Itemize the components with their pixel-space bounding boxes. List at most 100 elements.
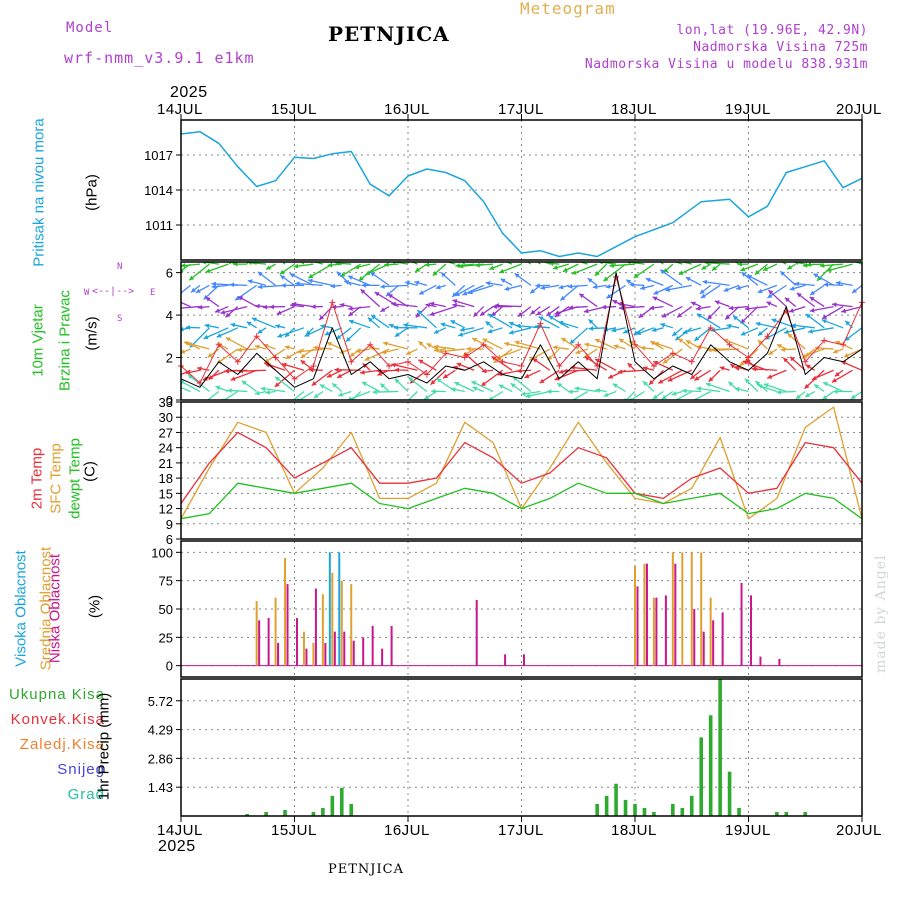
wind-arrow xyxy=(181,305,200,309)
low-cloud-bar xyxy=(381,648,384,666)
wind-arrow-head xyxy=(841,308,847,314)
wind-arrow-head xyxy=(794,281,800,287)
wind-arrow xyxy=(702,280,730,286)
wind-arrow-head xyxy=(494,303,500,308)
wind-arrow-head xyxy=(694,376,700,381)
wind-arrow-head xyxy=(418,359,424,365)
wind-arrow-head xyxy=(595,388,601,393)
wind-arrow-head xyxy=(197,366,202,372)
wind-arrow-head xyxy=(835,340,841,346)
wind-arrow-head xyxy=(265,389,271,395)
wind-arrow-head xyxy=(464,353,470,358)
wind-arrow-head xyxy=(696,313,702,319)
wind-arrow-head xyxy=(296,349,302,354)
wind-arrow-head xyxy=(711,265,717,271)
low-cloud-bar xyxy=(664,595,667,666)
wind-arrow-head xyxy=(767,293,773,298)
wind-arrow-field xyxy=(170,262,862,400)
rain-total-bar xyxy=(595,803,599,816)
wind-arrow-head xyxy=(833,389,838,394)
wind-gust-marker xyxy=(329,299,336,306)
wind-arrow-head xyxy=(216,333,222,338)
wind-arrow-head xyxy=(584,356,590,361)
wind-arrow-head xyxy=(414,280,420,286)
wind-arrow-head xyxy=(736,285,742,291)
wind-arrow-head xyxy=(789,356,795,362)
wind-arrow-head xyxy=(450,387,456,392)
wind-arrow-head xyxy=(215,308,221,313)
wind-gust-marker xyxy=(442,350,449,357)
wind-arrow-head xyxy=(170,297,175,302)
compass-arrows: <--|--> xyxy=(92,286,135,297)
wind-arrow-head xyxy=(203,334,209,340)
wind-arrow-head xyxy=(835,280,841,286)
y-tick-label: 2 xyxy=(166,351,173,366)
wind-arrow xyxy=(480,369,503,387)
wind-arrow-head xyxy=(440,322,446,328)
wind-arrow-head xyxy=(685,277,691,282)
wind-arrow-head xyxy=(327,373,333,378)
compass-n: N xyxy=(117,262,123,272)
wind-arrow-head xyxy=(418,341,424,346)
y-tick-label: 12 xyxy=(159,502,173,517)
rain-total-bar xyxy=(652,811,656,816)
t2m-temp-line xyxy=(180,431,863,504)
wind-arrow-head xyxy=(433,347,439,353)
wind-arrow-head xyxy=(430,379,436,385)
mid-cloud-bar xyxy=(321,594,324,666)
meteogram-label: Meteogram xyxy=(520,0,616,18)
wind-arrow xyxy=(570,366,598,371)
wind-arrow-head xyxy=(338,392,344,397)
x-tick-bottom: 19JUL xyxy=(725,822,771,839)
wind-arrow-head xyxy=(732,315,738,321)
wind-arrow-head xyxy=(652,394,658,400)
y-tick-label: 50 xyxy=(159,602,173,617)
low-cloud-bar xyxy=(343,631,346,666)
mid-cloud-bar xyxy=(634,565,636,666)
wind-arrow-head xyxy=(649,379,654,385)
wind-arrow-head xyxy=(667,377,673,382)
wind-arrow-head xyxy=(660,322,666,328)
wind-arrow-head xyxy=(757,339,763,345)
wind-arrow-head xyxy=(618,338,624,344)
wind-arrow-head xyxy=(822,395,828,400)
y-tick-label: 0 xyxy=(166,393,173,408)
wind-arrow-head xyxy=(571,270,577,275)
wind-arrow-head xyxy=(195,288,201,293)
wind-arrow-head xyxy=(791,323,796,328)
wind-arrow-head xyxy=(768,350,774,355)
wind-arrow-head xyxy=(381,349,387,355)
wind-arrow xyxy=(625,391,636,400)
wind-arrow xyxy=(514,340,541,350)
wind-arrow-head xyxy=(417,310,423,315)
wind-gust-marker xyxy=(291,375,298,382)
wind-arrow-head xyxy=(443,373,449,379)
high-cloud-bar xyxy=(328,552,331,666)
y-tick-label: 2.86 xyxy=(148,751,173,766)
wind-arrow-head xyxy=(257,329,263,334)
low-cloud-bar xyxy=(712,620,715,666)
wind-arrow-head xyxy=(705,382,711,388)
rain-total-bar xyxy=(633,803,637,816)
wind-arrow-head xyxy=(592,284,598,290)
wind-arrow-head xyxy=(728,381,734,387)
wind-arrow-head xyxy=(588,319,594,325)
wind-arrow-head xyxy=(285,354,291,359)
wind-arrow-head xyxy=(554,376,560,381)
wind-arrow-head xyxy=(189,275,195,281)
wind-arrow-head xyxy=(645,277,651,283)
rain-total-bar xyxy=(321,807,325,816)
wind-arrow-head xyxy=(508,329,514,335)
wind-arrow-head xyxy=(608,374,614,379)
wind-arrow xyxy=(206,390,220,400)
wind-arrow-head xyxy=(336,271,342,277)
wind-arrow-head xyxy=(491,356,497,361)
wind-gust-marker xyxy=(272,354,279,361)
low-cloud-bar xyxy=(286,584,289,666)
wind-arrow-head xyxy=(617,301,623,307)
wind-speed-line xyxy=(180,272,863,388)
wind-arrow-head xyxy=(230,376,236,381)
wind-arrow-head xyxy=(739,361,745,367)
wind-arrow-head xyxy=(510,383,516,388)
wind-arrow-head xyxy=(695,305,701,311)
